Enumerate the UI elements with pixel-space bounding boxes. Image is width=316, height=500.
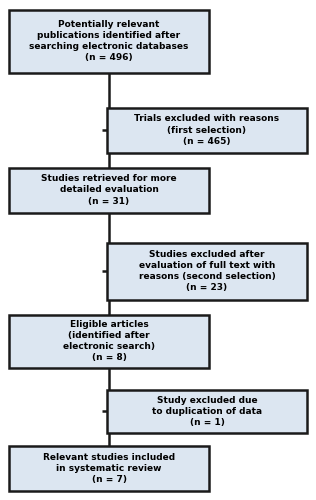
Text: Potentially relevant
publications identified after
searching electronic database: Potentially relevant publications identi… <box>29 20 189 62</box>
Text: Studies retrieved for more
detailed evaluation
(n = 31): Studies retrieved for more detailed eval… <box>41 174 177 206</box>
FancyBboxPatch shape <box>107 242 307 300</box>
Text: Trials excluded with reasons
(first selection)
(n = 465): Trials excluded with reasons (first sele… <box>134 114 280 146</box>
FancyBboxPatch shape <box>9 168 209 212</box>
Text: Studies excluded after
evaluation of full text with
reasons (second selection)
(: Studies excluded after evaluation of ful… <box>139 250 275 292</box>
Text: Study excluded due
to duplication of data
(n = 1): Study excluded due to duplication of dat… <box>152 396 262 427</box>
FancyBboxPatch shape <box>9 315 209 368</box>
FancyBboxPatch shape <box>9 10 209 72</box>
FancyBboxPatch shape <box>107 108 307 152</box>
FancyBboxPatch shape <box>107 390 307 432</box>
Text: Relevant studies included
in systematic review
(n = 7): Relevant studies included in systematic … <box>43 453 175 484</box>
Text: Eligible articles
(identified after
electronic search)
(n = 8): Eligible articles (identified after elec… <box>63 320 155 362</box>
FancyBboxPatch shape <box>9 446 209 491</box>
